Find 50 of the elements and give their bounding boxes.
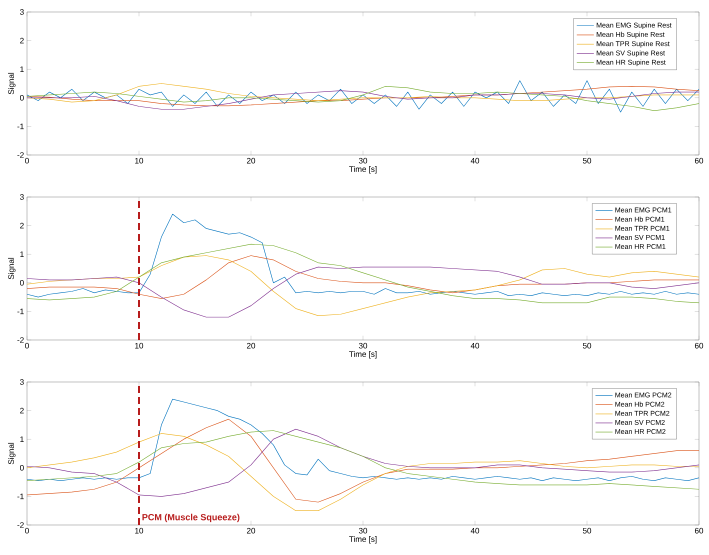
- line-series: [26, 80, 700, 112]
- y-tick-label: 1: [20, 66, 24, 72]
- x-tick-label: 20: [246, 158, 256, 164]
- x-tick-label: 40: [470, 158, 480, 164]
- y-tick-label: -2: [17, 522, 24, 528]
- x-tick-label: 10: [135, 342, 144, 349]
- y-tick-label: 3: [20, 194, 24, 200]
- y-tick-label: -1: [17, 124, 24, 130]
- x-axis-title: Time [s]: [349, 351, 376, 359]
- x-tick-label: 20: [246, 528, 256, 534]
- x-tick-label: 0: [25, 528, 29, 534]
- line-series: [26, 398, 700, 481]
- x-tick-label: 30: [358, 342, 368, 349]
- x-tick-label: 50: [582, 158, 592, 164]
- x-tick-label: 30: [358, 158, 368, 164]
- y-tick-label: 1: [20, 436, 24, 442]
- x-tick-label: 60: [694, 158, 704, 164]
- x-tick-label: 50: [582, 528, 592, 534]
- x-tick-label: 0: [25, 158, 29, 164]
- ref-line-label: PCM (Muscle Squeeze): [142, 514, 240, 522]
- line-series: [26, 86, 700, 111]
- y-axis-title: Signal: [8, 442, 16, 464]
- x-tick-label: 40: [470, 342, 480, 349]
- y-tick-label: 3: [20, 9, 24, 15]
- x-tick-label: 10: [135, 528, 144, 534]
- x-tick-label: 60: [694, 342, 704, 349]
- x-tick-label: 50: [582, 342, 592, 349]
- y-tick-label: 0: [20, 94, 24, 101]
- y-tick-label: -2: [17, 152, 24, 158]
- y-tick-label: 2: [20, 408, 24, 414]
- x-tick-label: 20: [246, 342, 256, 349]
- y-axis-title: Signal: [8, 258, 16, 280]
- y-tick-label: 2: [20, 38, 24, 44]
- x-tick-label: 60: [694, 528, 704, 534]
- y-tick-label: 0: [20, 280, 24, 286]
- y-tick-label: 0: [20, 464, 24, 471]
- y-tick-label: -2: [17, 337, 24, 343]
- x-tick-label: 10: [135, 158, 144, 164]
- x-axis-title: Time [s]: [349, 536, 376, 544]
- y-tick-label: -1: [17, 494, 24, 500]
- line-series: [26, 214, 700, 298]
- x-axis-title: Time [s]: [349, 166, 376, 174]
- x-tick-label: 30: [358, 528, 368, 534]
- y-axis-title: Signal: [8, 72, 16, 94]
- y-tick-label: 1: [20, 251, 24, 257]
- y-tick-label: -1: [17, 308, 24, 314]
- x-tick-label: 40: [470, 528, 480, 534]
- x-tick-label: 0: [25, 342, 29, 349]
- y-tick-label: 2: [20, 222, 24, 228]
- y-tick-label: 3: [20, 379, 24, 385]
